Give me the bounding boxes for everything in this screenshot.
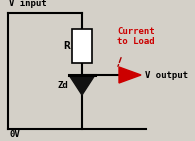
Text: R: R	[63, 41, 70, 51]
Text: 0V: 0V	[9, 130, 20, 139]
Text: Current
to Load: Current to Load	[117, 27, 155, 46]
Text: V output: V output	[145, 70, 188, 80]
Polygon shape	[69, 75, 95, 95]
Text: Zd: Zd	[57, 81, 68, 90]
Bar	[72, 29, 92, 63]
Polygon shape	[119, 67, 141, 83]
Text: V input: V input	[9, 0, 47, 8]
